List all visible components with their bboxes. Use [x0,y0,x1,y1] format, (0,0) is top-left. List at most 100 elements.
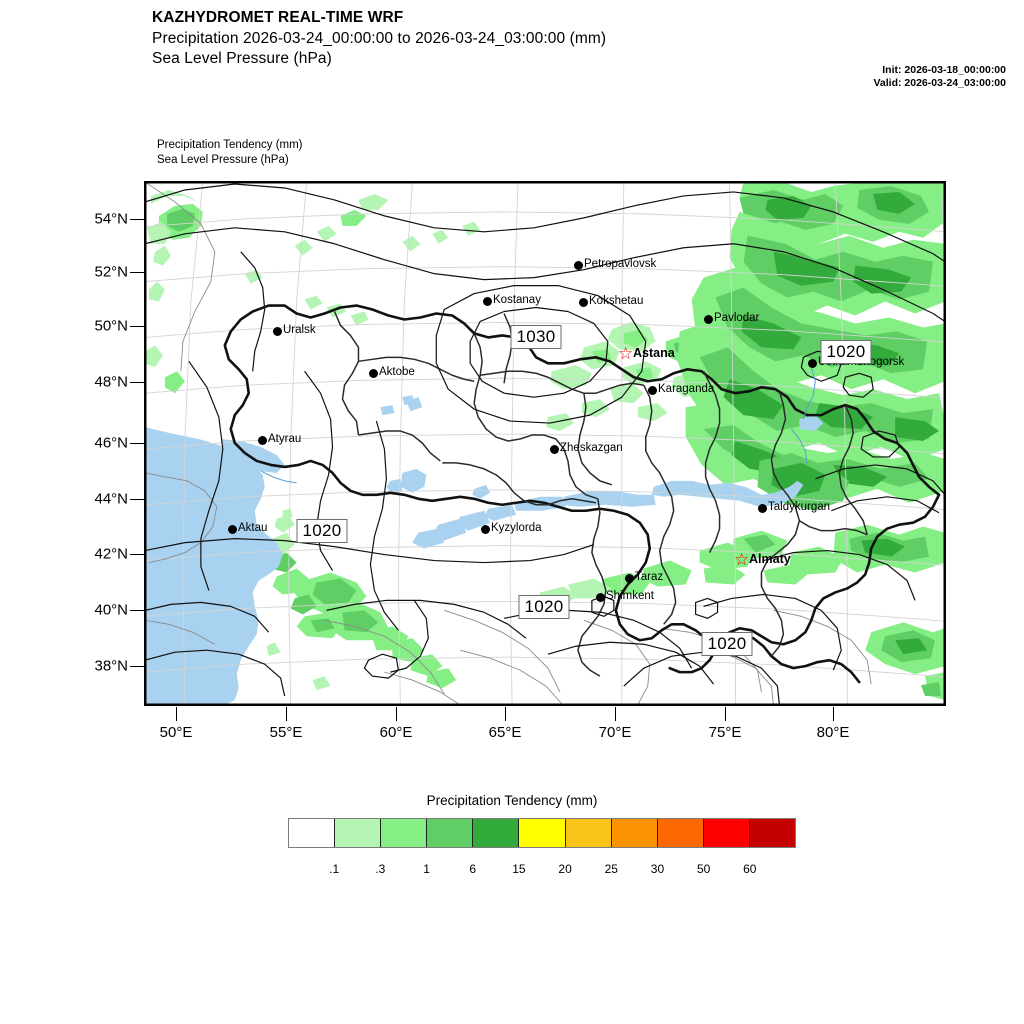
slp-isobars [145,183,945,705]
graticule [145,182,945,705]
city-label: Aktau [238,522,268,534]
city-dot-icon [647,385,657,395]
lon-tick-label: 75°E [708,724,742,741]
colorbar-title: Precipitation Tendency (mm) [426,793,598,808]
isobar-label: 1020 [701,632,753,656]
slp-subtitle: Sea Level Pressure (hPa) [152,50,332,67]
city-dot-icon [272,326,282,336]
capital-star-icon: ☆ [734,550,750,569]
lat-tick-mark [130,554,144,555]
lat-tick-label: 40°N [94,601,128,619]
lat-tick-mark [130,326,144,327]
colorbar-swatch[interactable] [749,819,796,847]
city-label: Taldykurgan [768,501,831,513]
city-label: Pavlodar [714,312,760,324]
run-info: Init: 2026-03-18_00:00:00 Valid: 2026-03… [873,64,1006,90]
city-dot-icon [482,296,492,306]
city-dot-icon [573,260,583,270]
lon-tick-label: 50°E [159,724,193,741]
colorbar-tick-label: 30 [650,862,665,876]
colorbar-swatch[interactable] [657,819,704,847]
city-label: Uralsk [283,324,316,336]
lat-tick-label: 50°N [94,317,128,335]
city-label: Astana [633,346,675,360]
city-dot-icon [807,358,817,368]
colorbar-tick-label: 6 [469,862,477,876]
lon-tick-label: 60°E [379,724,413,741]
city-dot-icon [578,297,588,307]
colorbar-swatch[interactable] [289,819,336,847]
lat-tick-mark [130,666,144,667]
map-sub-caption: Precipitation Tendency (mm) Sea Level Pr… [157,138,303,168]
colorbar-tick-label: 15 [512,862,526,876]
lon-tick-mark [833,707,834,721]
lon-tick-mark [505,707,506,721]
lat-tick-mark [130,219,144,220]
city-label: Kostanay [493,294,541,306]
colorbar-swatch[interactable] [565,819,612,847]
colorbar-tick-label: .1 [329,862,340,876]
lon-tick-label: 70°E [598,724,632,741]
init-time: Init: 2026-03-18_00:00:00 [882,64,1006,76]
colorbar-tick-labels: .1 .3 1 6 15 20 25 30 50 60 [288,862,796,878]
lon-tick-label: 65°E [488,724,522,741]
colorbar-swatch[interactable] [473,819,520,847]
city-label: Atyrau [268,433,302,445]
city-dot-icon [595,592,605,602]
lat-tick-label: 54°N [94,210,128,228]
isobar-label: 1020 [820,340,872,364]
city-label: Almaty [749,552,791,566]
city-dot-icon [257,435,267,445]
lon-tick-label: 55°E [269,724,303,741]
colorbar-tick-label: 60 [743,862,757,876]
lon-tick-mark [725,707,726,721]
city-dot-icon [227,524,237,534]
city-dot-icon [703,314,713,324]
city-dot-icon [757,503,767,513]
city-label: Karaganda [658,383,715,395]
lat-tick-mark [130,272,144,273]
colorbar-swatch[interactable] [381,819,428,847]
city-dot-icon [368,368,378,378]
colorbar-tick-label: 50 [696,862,711,876]
city-dot-icon [624,573,634,583]
colorbar-tick-label: 25 [604,862,618,876]
colorbar-swatch[interactable] [611,819,658,847]
city-label: Shimkent [606,590,654,602]
lon-tick-mark [615,707,616,721]
city-dot-icon [480,524,490,534]
secondary-borders [145,182,872,705]
colorbar-tick-label: .3 [375,862,386,876]
lat-tick-mark [130,382,144,383]
page-title: KAZHYDROMET REAL-TIME WRF [152,9,404,26]
colorbar-swatch[interactable] [427,819,474,847]
rivers [260,367,816,484]
lat-tick-mark [130,499,144,500]
capital-star-icon: ☆ [618,344,634,363]
city-label: Kokshetau [589,295,644,307]
city-label: Taraz [635,571,664,583]
colorbar-tick-label: 1 [423,862,430,876]
city-dot-icon [549,444,559,454]
colorbar-swatch[interactable] [703,819,750,847]
colorbar-swatch[interactable] [335,819,382,847]
colorbar[interactable] [288,818,796,848]
colorbar-swatch[interactable] [519,819,566,847]
colorbar-tick-label: 20 [558,862,572,876]
header-block: KAZHYDROMET REAL-TIME WRF Precipitation … [152,8,852,70]
lat-tick-label: 38°N [94,657,128,675]
sub-caption-precip: Precipitation Tendency (mm) [157,139,303,151]
lon-tick-label: 80°E [816,724,850,741]
lat-tick-label: 52°N [94,263,128,281]
valid-time: Valid: 2026-03-24_03:00:00 [873,77,1006,89]
isobar-label: 1030 [510,325,562,349]
lat-tick-mark [130,610,144,611]
sub-caption-slp: Sea Level Pressure (hPa) [157,154,289,166]
city-label: Aktobe [379,366,415,378]
lat-tick-label: 44°N [94,490,128,508]
lon-tick-mark [396,707,397,721]
lat-tick-mark [130,443,144,444]
isobar-label: 1020 [296,519,348,543]
lat-tick-label: 42°N [94,545,128,563]
isobar-label: 1020 [518,595,570,619]
